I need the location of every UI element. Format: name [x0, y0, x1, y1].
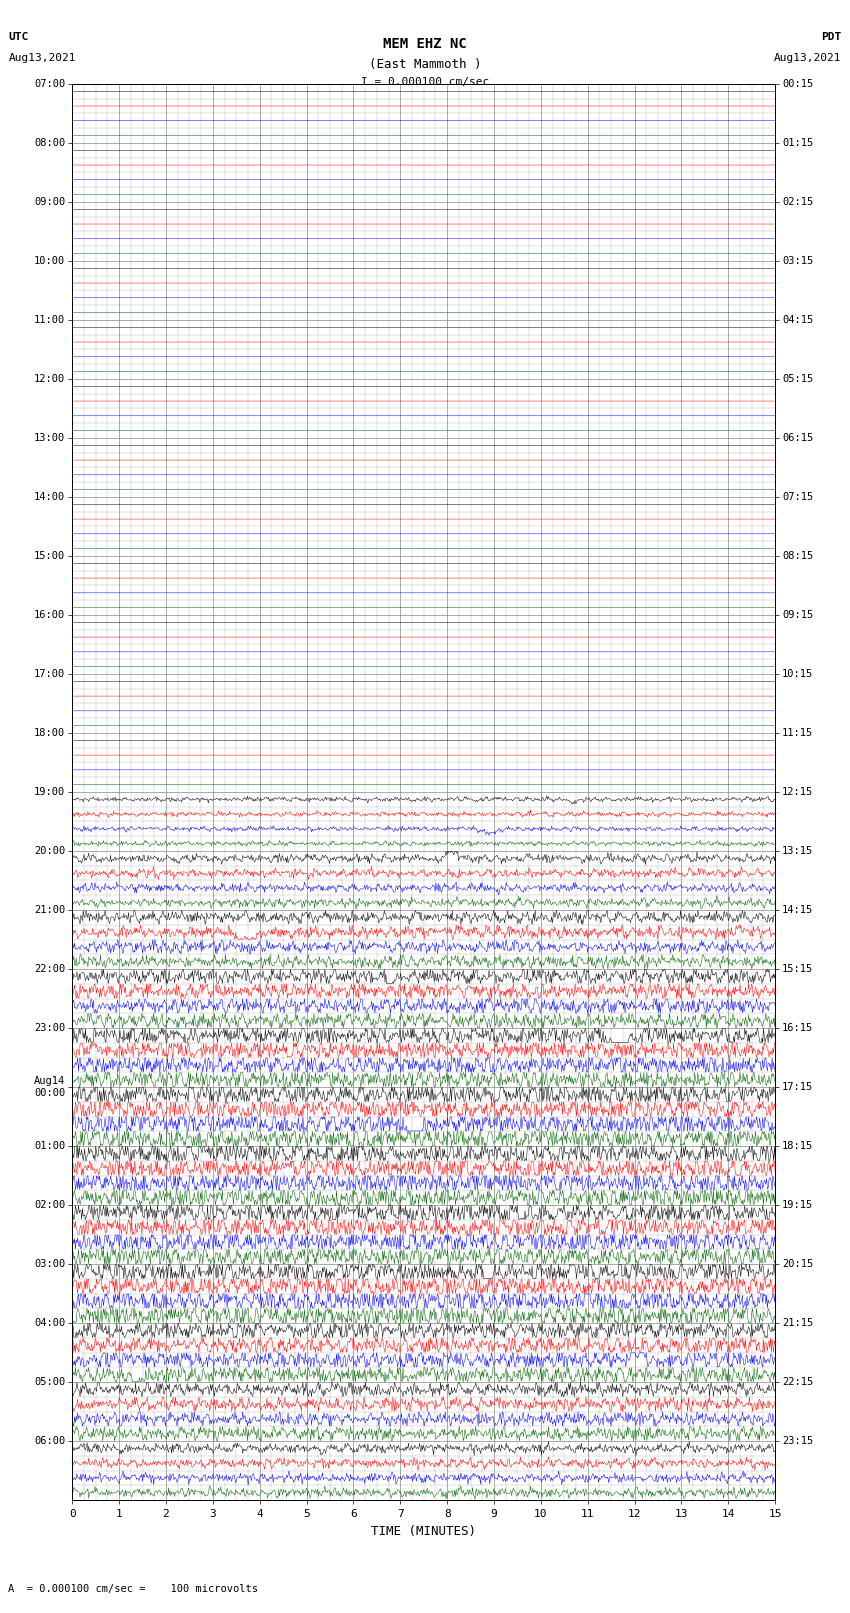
Text: MEM EHZ NC: MEM EHZ NC [383, 37, 467, 52]
Text: Aug13,2021: Aug13,2021 [774, 53, 842, 63]
Text: UTC: UTC [8, 32, 29, 42]
Text: Aug13,2021: Aug13,2021 [8, 53, 76, 63]
Text: (East Mammoth ): (East Mammoth ) [369, 58, 481, 71]
Text: A  = 0.000100 cm/sec =    100 microvolts: A = 0.000100 cm/sec = 100 microvolts [8, 1584, 258, 1594]
Text: PDT: PDT [821, 32, 842, 42]
X-axis label: TIME (MINUTES): TIME (MINUTES) [371, 1524, 476, 1537]
Text: I = 0.000100 cm/sec: I = 0.000100 cm/sec [361, 77, 489, 87]
